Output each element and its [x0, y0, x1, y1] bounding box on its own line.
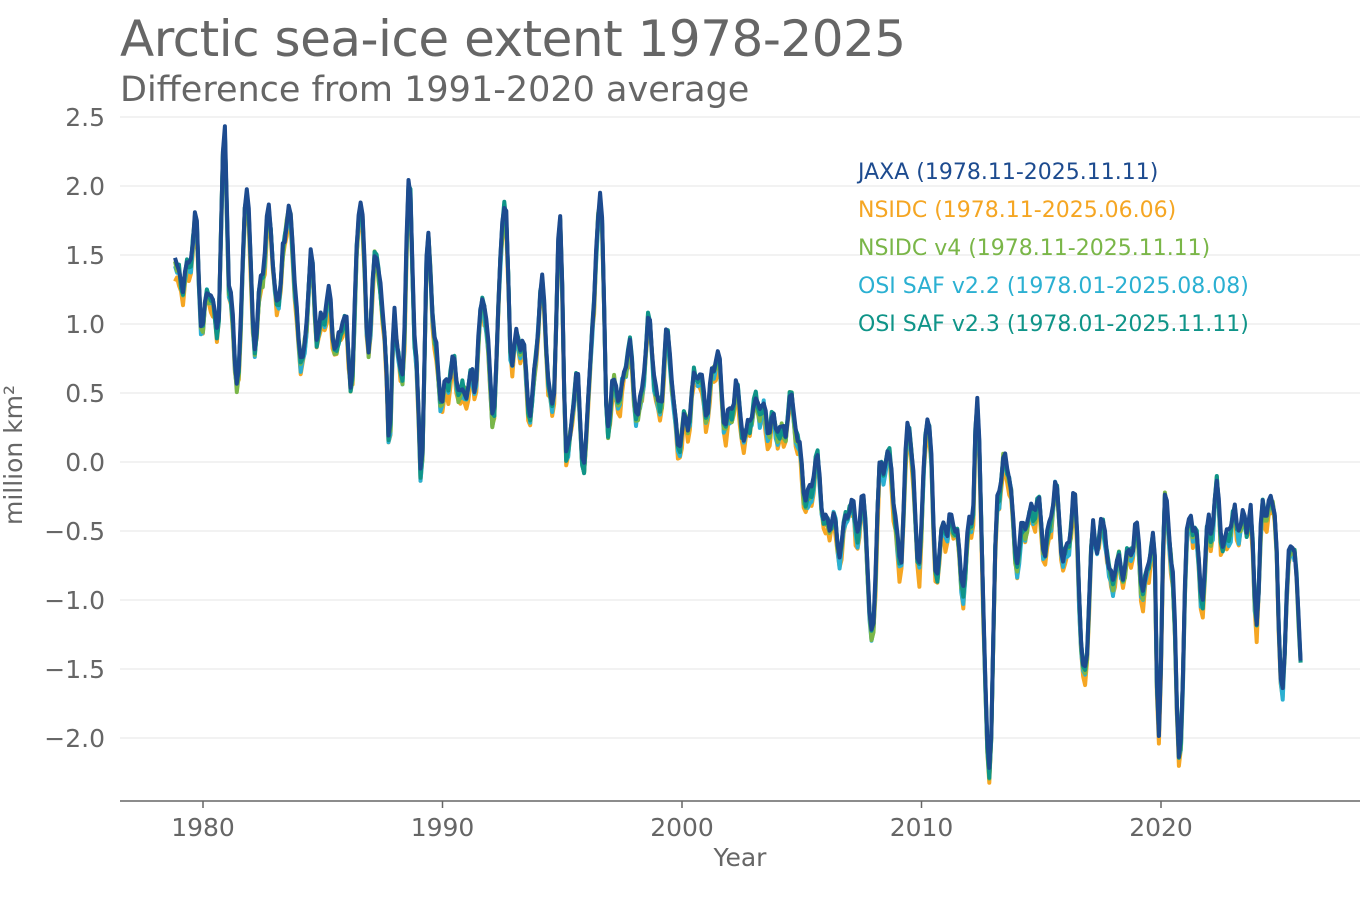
legend-entry: JAXA (1978.11-2025.11.11) [856, 160, 1158, 185]
x-axis-ticks: 1980 1990 2000 2010 2020 [171, 801, 1193, 842]
y-tick-label: −1.5 [44, 655, 105, 684]
series-line [174, 134, 1303, 780]
legend-entry: OSI SAF v2.2 (1978.01-2025.08.08) [858, 274, 1249, 299]
y-tick-label: 1.0 [65, 310, 105, 339]
x-tick-label: 2010 [890, 813, 954, 842]
y-axis-ticks: 2.5 2.0 1.5 1.0 0.5 0.0 −0.5 −1.0 −1.5 −2.0 [44, 103, 105, 753]
series-line [173, 132, 1303, 781]
legend-entry: NSIDC (1978.11-2025.06.06) [858, 198, 1176, 223]
y-tick-label: −0.5 [44, 517, 105, 546]
x-axis-title: Year [713, 843, 768, 872]
chart-title: Arctic sea-ice extent 1978-2025 [120, 10, 906, 68]
legend: JAXA (1978.11-2025.11.11) NSIDC (1978.11-… [856, 160, 1249, 337]
y-tick-label: −2.0 [44, 724, 105, 753]
series-lines [173, 124, 1303, 785]
y-axis-title: million km² [0, 385, 28, 525]
y-tick-label: 1.5 [65, 241, 105, 270]
y-tick-label: 0.0 [65, 448, 105, 477]
series-line [173, 129, 1297, 778]
y-tick-label: −1.0 [44, 586, 105, 615]
y-tick-label: 2.5 [65, 103, 105, 132]
x-tick-label: 1980 [171, 813, 235, 842]
legend-entry: OSI SAF v2.3 (1978.01-2025.11.11) [858, 312, 1249, 337]
x-tick-label: 2000 [650, 813, 714, 842]
x-tick-label: 2020 [1129, 813, 1193, 842]
y-tick-label: 0.5 [65, 379, 105, 408]
series-line [173, 124, 1303, 770]
legend-entry: NSIDC v4 (1978.11-2025.11.11) [858, 236, 1210, 261]
chart-subtitle: Difference from 1991-2020 average [120, 70, 750, 110]
x-tick-label: 1990 [411, 813, 475, 842]
y-tick-label: 2.0 [65, 172, 105, 201]
